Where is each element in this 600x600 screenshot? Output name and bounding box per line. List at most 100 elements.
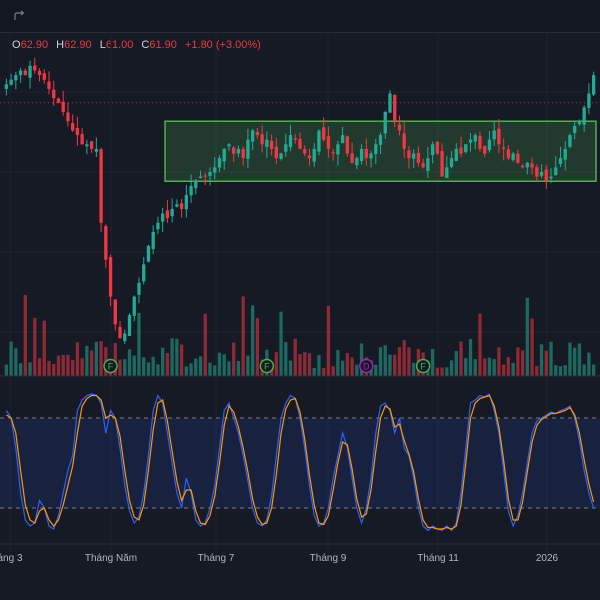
event-marker-circle [259, 358, 275, 374]
candle-body [544, 169, 548, 182]
candle-body [66, 112, 70, 122]
volume-bar [544, 350, 548, 376]
volume-bar [591, 364, 596, 376]
volume-bar [549, 341, 553, 376]
volume-bar [56, 355, 61, 376]
candle-body [511, 153, 515, 160]
volume-bar [14, 348, 18, 376]
open-label: O [12, 39, 21, 51]
volume-bar [4, 364, 9, 376]
candle-body [303, 149, 307, 154]
volume-bar [440, 367, 444, 376]
volume-bar [454, 351, 458, 376]
volume-bar [355, 364, 359, 376]
volume-bar [331, 366, 335, 376]
candle-body [14, 75, 18, 81]
candle-body [426, 158, 430, 171]
candle-body [487, 139, 492, 151]
candle-body [198, 176, 203, 179]
volume-bar [298, 354, 302, 376]
candle-body [94, 148, 99, 152]
candle-body [393, 94, 397, 122]
candle-body [506, 149, 511, 159]
volume-bar [497, 347, 501, 376]
candle-body [326, 136, 331, 149]
candle-body [530, 163, 534, 168]
volume-bar [345, 353, 350, 376]
candle-body [497, 128, 501, 145]
candle-body [213, 167, 217, 173]
volume-bar [530, 318, 534, 376]
time-axis-label: Tháng Năm [84, 553, 138, 564]
candle-body [4, 84, 9, 89]
open-value: 62.90 [20, 39, 49, 51]
candle-body [350, 153, 354, 163]
volume-bar [23, 294, 27, 376]
time-axis-label: Tháng 9 [309, 553, 347, 564]
candle-body [104, 226, 108, 260]
candle-body [459, 147, 463, 154]
candle-body [554, 167, 558, 176]
volume-bar [412, 362, 416, 376]
candle-body [421, 163, 425, 168]
time-axis-label: áng 3 [0, 553, 23, 564]
candle-body [23, 70, 27, 76]
volume-bar [374, 364, 378, 376]
volume-bar [407, 347, 411, 376]
volume-bar [255, 318, 260, 376]
volume-bar [397, 346, 402, 376]
volume-bar [525, 297, 529, 376]
candle-body [236, 148, 241, 154]
high-label: H [56, 39, 65, 51]
volume-bar [378, 347, 383, 376]
stochastic-band [0, 418, 600, 508]
volume-bar [459, 341, 463, 376]
volume-bar [501, 364, 506, 376]
volume-bar [213, 365, 217, 376]
volume-bar [208, 362, 212, 376]
candle-body [402, 133, 406, 149]
volume-bar [179, 344, 184, 376]
redo-icon[interactable] [12, 9, 26, 23]
low-value: 61.00 [105, 39, 134, 51]
volume-bar [194, 358, 198, 376]
time-axis-label: Tháng 11 [417, 553, 459, 564]
candle-body [246, 139, 250, 159]
volume-bar [42, 320, 46, 376]
candle-body [175, 204, 179, 207]
candle-body [577, 121, 582, 125]
volume-bar [393, 354, 397, 376]
volume-bar [388, 354, 392, 376]
volume-bar [284, 342, 288, 376]
candle-body [307, 155, 312, 159]
candle-body [132, 296, 136, 316]
volume-bar [241, 296, 245, 376]
volume-bar [350, 357, 354, 376]
candle-body [549, 176, 553, 179]
candle-body [336, 144, 340, 155]
volume-bar [293, 338, 297, 376]
volume-bar [246, 355, 250, 376]
volume-bar [487, 357, 492, 376]
candle-body [108, 257, 113, 297]
candle-body [194, 181, 198, 189]
candle-body [397, 124, 402, 131]
candle-body [118, 326, 122, 339]
volume-bar [80, 358, 84, 376]
volume-bar [317, 355, 321, 376]
event-marker-circle [359, 358, 374, 374]
volume-bar [198, 356, 203, 376]
stochastic-k-line [5, 393, 595, 532]
volume-bar [113, 343, 117, 376]
volume-bar [232, 342, 236, 376]
candle-body [539, 172, 544, 176]
candle-body [563, 148, 567, 160]
candle-body [269, 140, 274, 149]
candle-body [241, 148, 245, 159]
volume-bar [435, 367, 440, 376]
candle-body [340, 135, 345, 144]
event-marker-label: D [363, 362, 370, 372]
candle-body [222, 148, 226, 162]
volume-bar [184, 366, 188, 376]
